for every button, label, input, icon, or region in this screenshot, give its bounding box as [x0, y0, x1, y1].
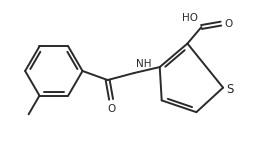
- Text: O: O: [107, 104, 115, 114]
- Text: HO: HO: [183, 13, 199, 23]
- Text: O: O: [224, 19, 232, 29]
- Text: NH: NH: [136, 59, 152, 69]
- Text: S: S: [226, 83, 233, 96]
